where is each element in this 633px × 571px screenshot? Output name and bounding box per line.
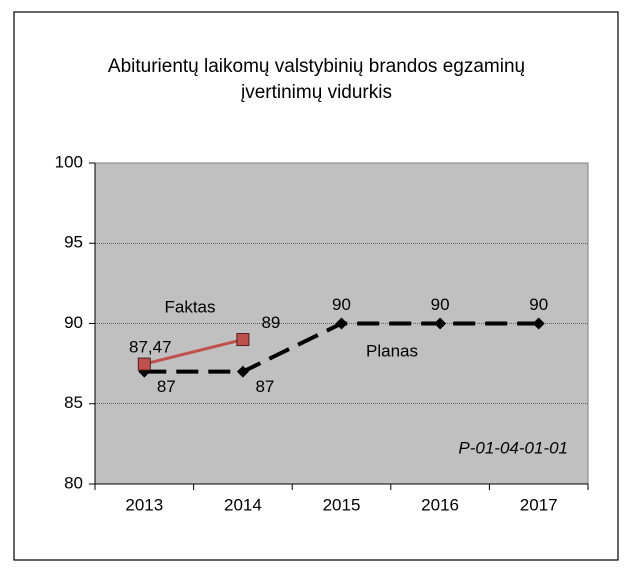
x-tick-label: 2016 xyxy=(421,495,459,514)
series-line xyxy=(143,338,244,366)
data-label: 87 xyxy=(255,377,274,396)
y-tick-label: 95 xyxy=(64,233,83,252)
y-tick-label: 85 xyxy=(64,393,83,412)
x-tick-label: 2017 xyxy=(520,495,558,514)
series-label: Faktas xyxy=(164,297,215,316)
x-tick-label: 2013 xyxy=(125,495,163,514)
marker xyxy=(532,317,545,330)
chart-title: Abiturientų laikomų valstybinių brandos … xyxy=(107,56,526,103)
data-label: 90 xyxy=(529,295,548,314)
annotation: P-01-04-01-01 xyxy=(458,438,568,457)
marker xyxy=(236,333,250,347)
marker xyxy=(335,317,348,330)
marker xyxy=(434,317,447,330)
data-label: 87,47 xyxy=(129,338,172,357)
marker xyxy=(137,357,151,371)
data-label: 87 xyxy=(157,377,176,396)
y-tick-label: 90 xyxy=(64,313,83,332)
x-tick-label: 2014 xyxy=(224,495,262,514)
data-label: 90 xyxy=(431,295,450,314)
x-tick-label: 2015 xyxy=(323,495,361,514)
data-label: 90 xyxy=(332,295,351,314)
data-label: 89 xyxy=(261,313,280,332)
y-tick-label: 100 xyxy=(55,152,83,171)
marker xyxy=(236,365,249,378)
series-label: Planas xyxy=(366,341,418,360)
y-tick-label: 80 xyxy=(64,473,83,492)
